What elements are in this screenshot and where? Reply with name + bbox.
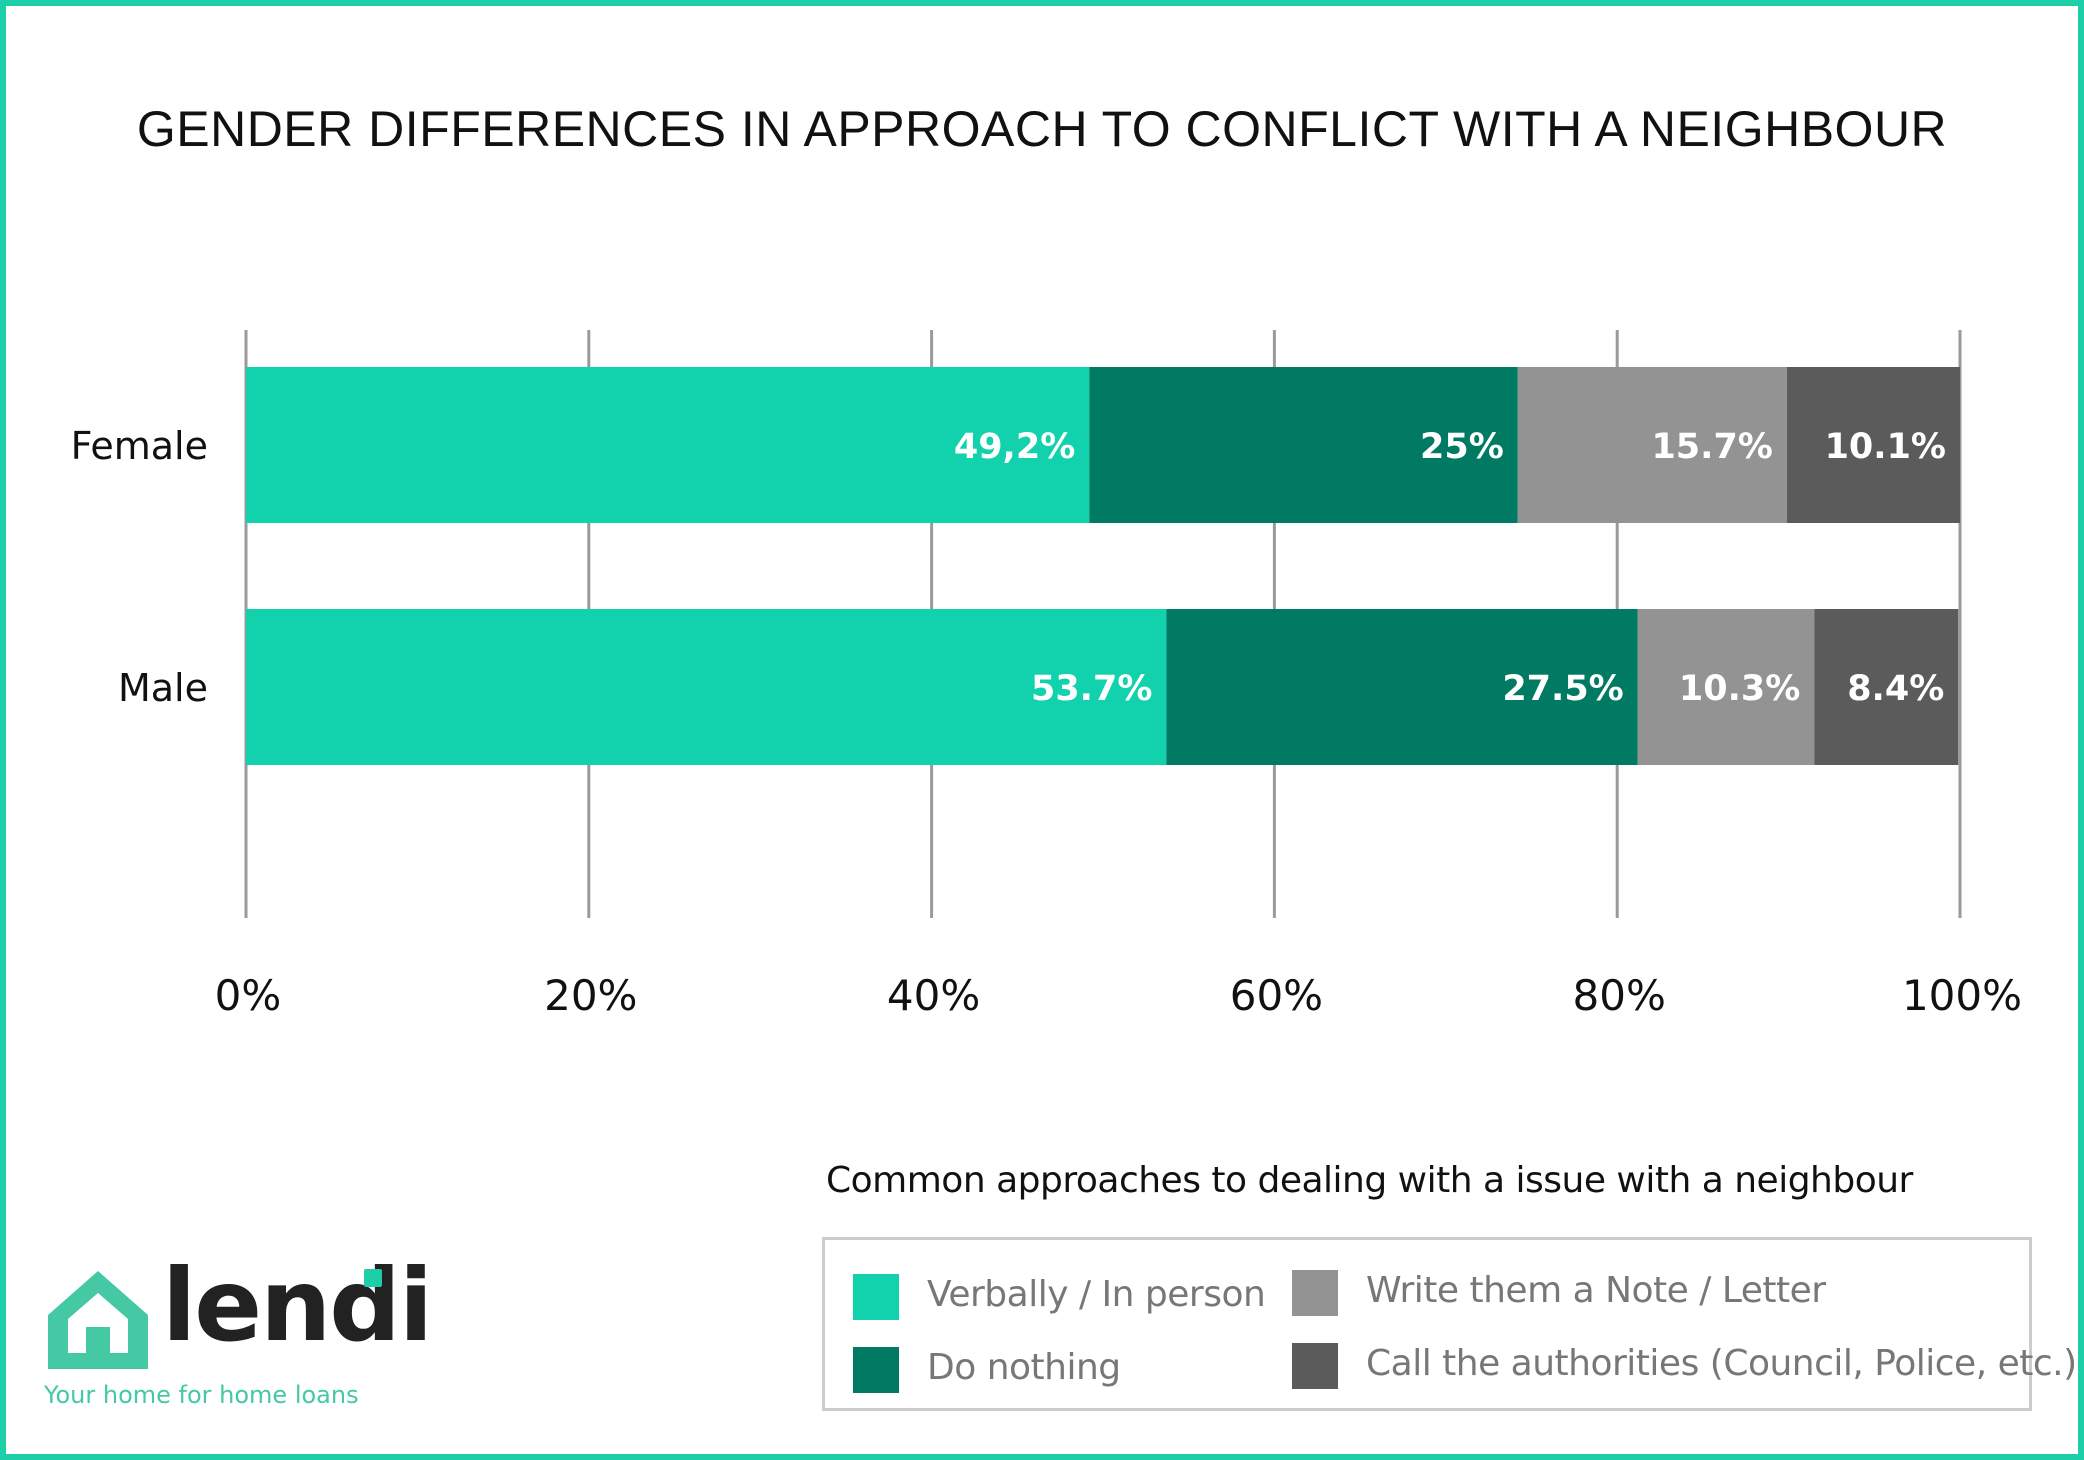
legend-label-do-nothing: Do nothing: [927, 1347, 1121, 1388]
legend-title: Common approaches to dealing with a issu…: [826, 1160, 1913, 1201]
x-tick-label-80: 80%: [1573, 971, 1666, 1020]
bar-female-series-2: [1517, 367, 1787, 523]
legend-swatch-call-authorities: [1292, 1343, 1338, 1389]
bar-female-series-1: [1089, 367, 1518, 523]
x-tick-label-60: 60%: [1230, 971, 1323, 1020]
data-label-female-series-0: 49,2%: [954, 427, 1075, 467]
bar-male-series-0: [246, 609, 1167, 765]
bar-female-series-3: [1786, 367, 1960, 523]
bar-male-series-2: [1637, 609, 1815, 765]
data-label-female-series-2: 15.7%: [1651, 427, 1772, 467]
bar-male-series-1: [1166, 609, 1638, 765]
lendi-logo: lendi Your home for home loans: [42, 1247, 433, 1415]
category-label-female: Female: [71, 424, 208, 468]
x-tick-label-0: 0%: [215, 971, 282, 1020]
data-label-male-series-1: 27.5%: [1502, 669, 1623, 709]
legend-label-call-authorities: Call the authorities (Council, Police, e…: [1366, 1343, 2077, 1384]
data-label-female-series-1: 25%: [1420, 427, 1504, 467]
legend-swatch-do-nothing: [853, 1347, 899, 1393]
data-label-female-series-3: 10.1%: [1825, 427, 1946, 467]
x-tick-label-20: 20%: [544, 971, 637, 1020]
x-tick-label-40: 40%: [887, 971, 980, 1020]
logo-wordmark: lendi: [162, 1247, 433, 1364]
bar-male-series-3: [1814, 609, 1959, 765]
data-label-male-series-2: 10.3%: [1679, 669, 1800, 709]
logo-dot: [364, 1269, 382, 1287]
x-tick-label-100: 100%: [1902, 971, 2022, 1020]
labels: 0% 20% 40% 60% 80% 100% Female 49,2% 25% 15.7% 10.…: [71, 424, 2022, 1020]
data-label-male-series-0: 53.7%: [1031, 669, 1152, 709]
data-label-male-series-3: 8.4%: [1847, 669, 1944, 709]
logo-tagline: Your home for home loans: [44, 1381, 359, 1409]
legend: Verbally / In person Do nothing Write th…: [822, 1237, 2077, 1411]
bar-female-series-0: [246, 367, 1090, 523]
legend-swatch-write-note: [1292, 1270, 1338, 1316]
bars: [246, 367, 1960, 765]
legend-label-verbally: Verbally / In person: [927, 1274, 1266, 1315]
legend-label-write-note: Write them a Note / Letter: [1366, 1270, 1826, 1311]
chart-title: GENDER DIFFERENCES IN APPROACH TO CONFLI…: [136, 101, 1948, 157]
category-label-male: Male: [118, 666, 208, 710]
house-logo-icon: [48, 1271, 148, 1369]
legend-swatch-verbally: [853, 1274, 899, 1320]
